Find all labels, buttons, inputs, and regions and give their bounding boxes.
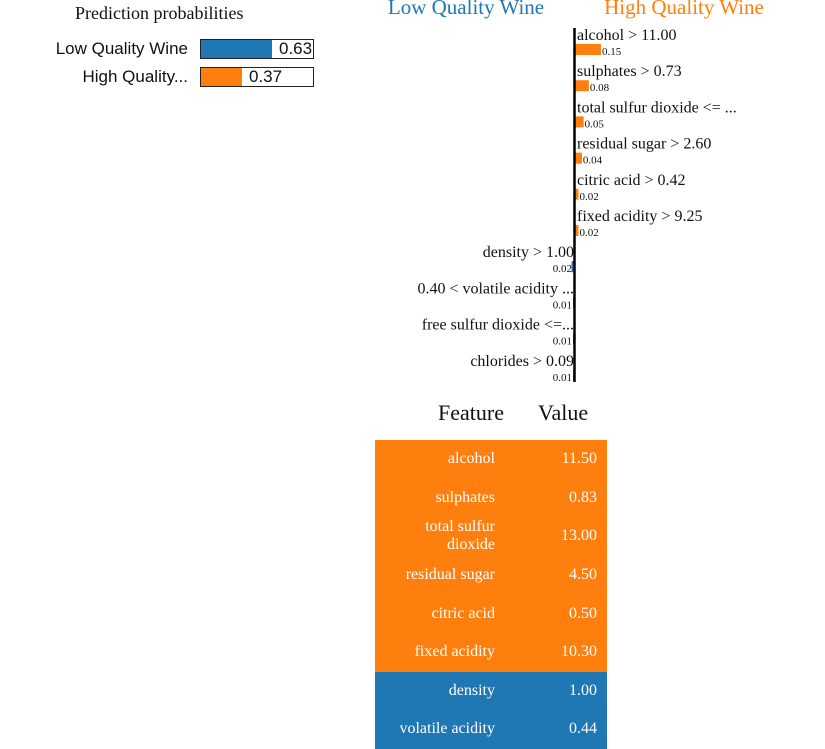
feature-value-table: alcohol 11.50 sulphates 0.83 total sulfur di… bbox=[375, 440, 607, 749]
weight-value-label: 0.15 bbox=[602, 46, 622, 58]
probability-bar-high-quality bbox=[200, 67, 314, 87]
feature-value-cell: 4.50 bbox=[569, 566, 597, 584]
class-label-low-quality: Low Quality Wine bbox=[55, 39, 188, 58]
class-label-high-quality: High Quality... bbox=[82, 67, 188, 86]
weight-value-label: 0.01 bbox=[553, 299, 572, 311]
table-row: fixed acidity 10.30 bbox=[375, 632, 607, 672]
prediction-probabilities-title: Prediction probabilities bbox=[75, 3, 244, 23]
feature-condition-label: residual sugar > 2.60 bbox=[577, 136, 711, 153]
feature-value-cell: 0.44 bbox=[569, 720, 597, 738]
weight-value-label: 0.01 bbox=[553, 336, 572, 348]
feature-condition-label: 0.40 < volatile acidity ... bbox=[417, 280, 574, 297]
weight-bar bbox=[575, 116, 584, 128]
feature-condition-label: sulphates > 0.73 bbox=[577, 63, 682, 80]
weight-value-label: 0.02 bbox=[553, 263, 572, 275]
feature-value-cell: 0.50 bbox=[569, 604, 597, 622]
weight-bar bbox=[575, 152, 582, 164]
table-row: sulphates 0.83 bbox=[375, 478, 607, 518]
feature-condition-label: free sulfur dioxide <=... bbox=[422, 317, 574, 334]
feature-value-cell: 0.83 bbox=[569, 488, 597, 506]
probability-value-low-quality: 0.63 bbox=[279, 39, 313, 58]
feature-value-cell: 13.00 bbox=[561, 527, 597, 545]
probability-fill-low-quality bbox=[201, 40, 272, 58]
probability-bar-low-quality bbox=[200, 39, 314, 59]
weight-bar bbox=[575, 44, 601, 55]
feature-value-cell: 1.00 bbox=[569, 681, 597, 699]
weight-value-label: 0.05 bbox=[585, 118, 605, 130]
weight-bar bbox=[575, 225, 579, 236]
table-row: density 1.00 bbox=[375, 671, 607, 711]
weight-bar bbox=[575, 188, 579, 200]
feature-value-cell: 10.30 bbox=[561, 643, 597, 661]
weight-value-label: 0.02 bbox=[579, 191, 598, 203]
feature-name-cell: citric acid bbox=[431, 604, 495, 622]
feature-weights-chart: Low Quality Wine High Quality Wine alcoh… bbox=[388, 0, 764, 384]
feature-condition-label: fixed acidity > 9.25 bbox=[577, 208, 702, 225]
table-row: citric acid 0.50 bbox=[375, 594, 607, 633]
positive-class-legend: High Quality Wine bbox=[604, 0, 764, 19]
feature-name-cell: fixed acidity bbox=[414, 643, 495, 661]
probability-value-high-quality: 0.37 bbox=[249, 67, 283, 86]
value-column-header: Value bbox=[538, 400, 589, 425]
table-row: total sulfur dioxide 13.00 bbox=[375, 517, 607, 556]
feature-condition-label: alcohol > 11.00 bbox=[577, 27, 677, 44]
feature-condition-label: total sulfur dioxide <= ... bbox=[577, 99, 737, 116]
table-row: residual sugar 4.50 bbox=[375, 555, 607, 595]
probability-fill-high-quality bbox=[201, 68, 243, 86]
table-row: volatile acidity 0.44 bbox=[375, 710, 607, 749]
feature-name-cell: sulphates bbox=[435, 488, 495, 506]
weight-value-label: 0.08 bbox=[590, 82, 610, 94]
feature-name-cell: density bbox=[448, 681, 495, 699]
negative-class-legend: Low Quality Wine bbox=[388, 0, 544, 19]
feature-condition-label: density > 1.00 bbox=[483, 244, 574, 261]
feature-condition-label: chlorides > 0.09 bbox=[470, 353, 574, 370]
feature-name-cell: total sulfur dioxide bbox=[425, 518, 495, 554]
feature-name-cell: residual sugar bbox=[405, 566, 495, 584]
weight-value-label: 0.02 bbox=[579, 227, 598, 239]
feature-name-cell: volatile acidity bbox=[399, 720, 495, 738]
feature-column-header: Feature bbox=[438, 400, 504, 425]
weight-bar bbox=[575, 80, 589, 92]
feature-value-cell: 11.50 bbox=[561, 450, 597, 468]
feature-name-cell: alcohol bbox=[447, 450, 495, 468]
feature-condition-label: citric acid > 0.42 bbox=[577, 172, 686, 189]
table-row: alcohol 11.50 bbox=[375, 440, 607, 479]
weight-value-label: 0.01 bbox=[553, 372, 572, 384]
weight-value-label: 0.04 bbox=[583, 155, 603, 167]
